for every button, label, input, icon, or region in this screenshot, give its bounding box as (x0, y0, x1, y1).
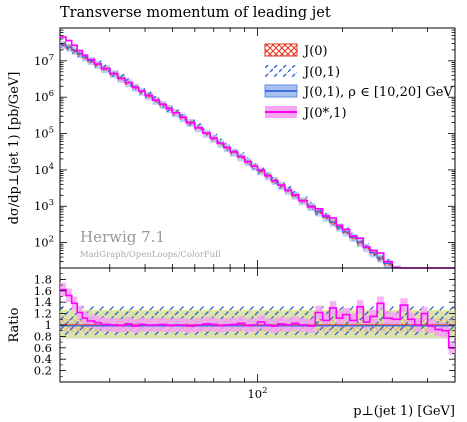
main-y-tick-label: 105 (34, 126, 54, 141)
legend-label-j0star1: J(0*,1) (302, 106, 347, 121)
ratio-lines (60, 288, 455, 349)
ratio-y-tick-label: 1 (45, 318, 52, 332)
main-y-tick-label: 104 (34, 162, 54, 177)
ratio-band-j0star1 (60, 282, 455, 355)
ratio-y-tick-label: 0.2 (34, 364, 52, 378)
main-x-ticks (59, 28, 456, 268)
legend-item-j0star1: J(0*,1) (265, 106, 347, 121)
ratio-x-ticks: 102 (59, 268, 456, 401)
legend-label-j01: J(0,1) (302, 65, 340, 80)
ratio-y-tick-label: 1.2 (34, 307, 52, 321)
main-panel: 102 103 104 105 106 107 J(0) J(0,1) J(0,1), ρ… (7, 27, 456, 269)
ratio-y-tick-label: 1.4 (34, 295, 52, 309)
ratio-y-axis-label: Ratio (7, 307, 22, 342)
ratio-x-tick-label: 102 (247, 386, 267, 401)
legend-label-j0: J(0) (302, 44, 328, 59)
legend-label-j01-rho: J(0,1), ρ ∈ [10,20] GeV (302, 85, 453, 100)
ratio-y-tick-label: 1.6 (34, 284, 52, 298)
legend-item-j0: J(0) (264, 43, 328, 59)
ratio-y-tick-label: 0.4 (34, 352, 52, 366)
main-lines (60, 36, 455, 269)
main-y-ticks: 102 103 104 105 106 107 (34, 27, 455, 269)
ratio-y-tick-label: 0.6 (34, 341, 52, 355)
ratio-line-j0star1 (60, 288, 455, 349)
main-y-tick-label: 103 (34, 198, 54, 213)
chart-title: Transverse momentum of leading jet (60, 5, 331, 21)
ratio-y-tick-label: 1.8 (34, 272, 52, 286)
main-bands (60, 35, 455, 269)
ratio-y-tick-label: 0.8 (34, 329, 52, 343)
band-j01 (60, 40, 455, 268)
legend-swatch-j0 (264, 43, 298, 57)
x-axis-label: p⊥(jet 1) [GeV] (353, 404, 455, 419)
main-y-tick-label: 107 (34, 53, 54, 68)
ratio-y-ticks: 0.20.40.60.811.21.41.61.8 (34, 272, 455, 378)
legend: J(0) J(0,1) J(0,1), ρ ∈ [10,20] GeV J(0*… (264, 43, 453, 121)
legend-item-j01-rho: J(0,1), ρ ∈ [10,20] GeV (264, 84, 453, 100)
ratio-panel: 0.20.40.60.811.21.41.61.8 102 Ratio p⊥(j… (7, 267, 456, 419)
legend-swatch-j01 (265, 65, 297, 77)
main-y-tick-label: 106 (34, 89, 54, 104)
legend-item-j01: J(0,1) (265, 65, 340, 80)
line-j0star1 (60, 36, 455, 269)
watermark-subtitle: MadGraph/OpenLoops/ColorFull (80, 250, 221, 260)
main-y-axis-label: dσ/dp⊥(jet 1) [pb/GeV] (7, 72, 22, 225)
main-y-tick-label: 102 (34, 235, 54, 250)
watermark-title: Herwig 7.1 (80, 228, 165, 246)
